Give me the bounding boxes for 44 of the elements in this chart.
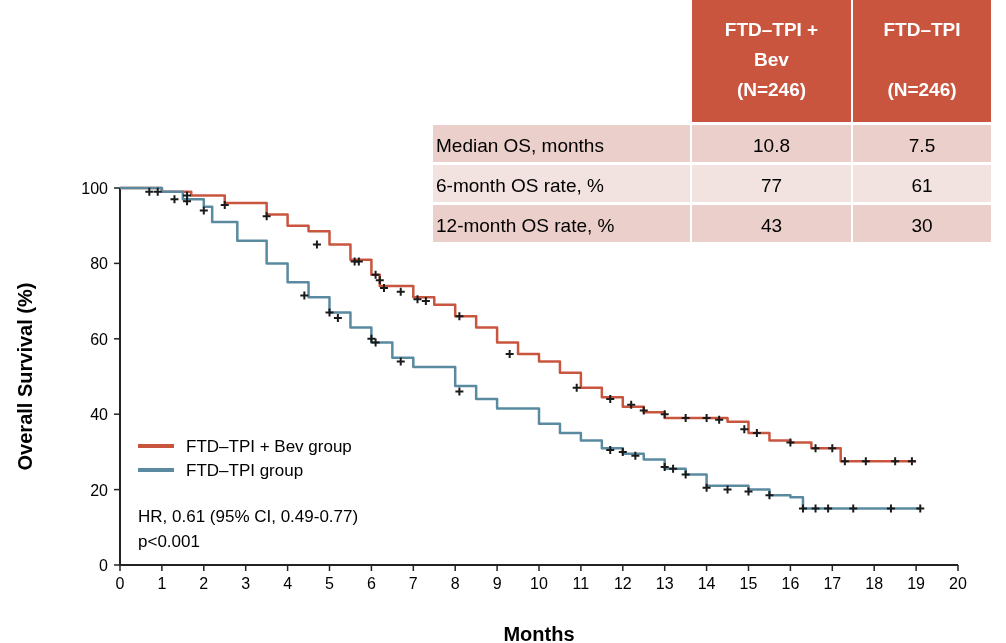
x-tick-label: 1 (157, 575, 167, 592)
x-tick-label: 17 (823, 575, 842, 592)
annotation: HR, 0.61 (95% CI, 0.49-0.77) (138, 507, 359, 526)
y-tick-label: 40 (90, 406, 109, 424)
x-tick-label: 3 (241, 575, 251, 592)
x-tick-label: 4 (283, 575, 293, 592)
annotation: 12-month OS rate, % (436, 215, 615, 236)
annotation: 77 (760, 175, 783, 196)
y-tick-label: 100 (81, 180, 109, 197)
x-tick-label: 8 (450, 575, 460, 592)
annotation: 6-month OS rate, % (436, 175, 605, 196)
text: FTD–TPI + Bev (N=246) (724, 19, 819, 100)
x-tick-label: 15 (739, 575, 758, 592)
x-tick-label: 16 (781, 575, 800, 592)
annotation: 43 (760, 215, 783, 236)
text: Median OS, months (436, 135, 604, 156)
x-tick-label: 6 (366, 575, 376, 592)
annotation: 30 (911, 215, 933, 236)
y-tick-label: 80 (90, 255, 109, 273)
x-tick-label: 18 (865, 575, 884, 592)
legend-label: FTD–TPI + Bev group (186, 437, 352, 456)
annotation: p<0.001 (138, 532, 200, 551)
x-tick-label: 2 (199, 575, 209, 592)
y-tick-label: 20 (90, 481, 109, 499)
x-tick-label: 7 (408, 575, 418, 592)
text: FTD–TPI (N=246) (883, 19, 961, 100)
text: 10.8 (753, 135, 790, 156)
x-tick-label: 12 (613, 575, 632, 592)
x-tick-label: 20 (949, 575, 967, 592)
x-tick-label: 19 (907, 575, 926, 592)
x-tick-label: 10 (530, 575, 548, 592)
annotation: 61 (911, 175, 933, 196)
x-tick-label: 5 (325, 575, 335, 592)
x-tick-label: 13 (655, 575, 674, 592)
legend-label: FTD–TPI group (186, 461, 304, 480)
y-tick-label: 60 (90, 330, 109, 348)
text: 7.5 (908, 135, 936, 156)
x-tick-label: 9 (492, 575, 502, 592)
x-tick-label: 0 (115, 575, 125, 592)
x-tick-label: 14 (697, 575, 716, 592)
y-tick-label: 0 (99, 557, 109, 574)
x-tick-label: 11 (572, 575, 590, 592)
y-axis-title: Overall Survival (%) (14, 282, 36, 471)
x-axis-title: Months (503, 623, 575, 643)
